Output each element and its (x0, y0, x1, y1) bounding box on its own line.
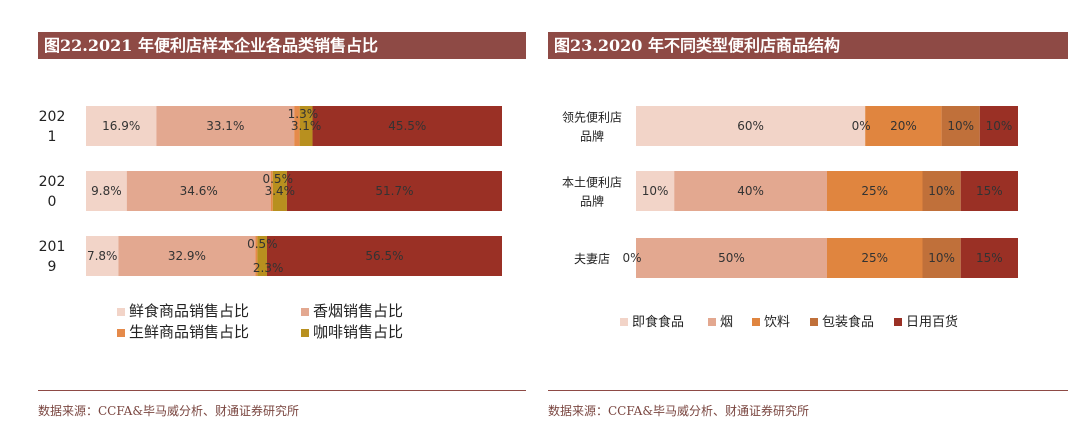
legend-label: 饮料 (764, 315, 790, 330)
bar-segment (636, 171, 675, 211)
chart-title: 图22.2021 年便利店样本企业各品类销售占比 (38, 32, 526, 59)
bar-value-label: 10% (947, 119, 974, 133)
stacked-bar-chart-left: 202 1 16.9% 33.1% 1.3%3.1% 45.5% 202 0 9.8% 34.6%… (39, 106, 502, 341)
source-note: 数据来源：CCFA&毕马威分析、财通证券研究所 (548, 404, 809, 418)
legend-swatch (620, 318, 628, 326)
category-label: 夫妻店 (574, 252, 610, 266)
category-label: 202 (39, 174, 66, 190)
legend-swatch (708, 318, 716, 326)
category-label: 领先便利店 (562, 111, 622, 125)
category-label: 品牌 (580, 195, 604, 209)
bar-segment (255, 236, 258, 276)
bar-segment (270, 171, 273, 211)
bar-value-label: 32.9% (168, 249, 206, 263)
category-label: 0 (48, 194, 57, 210)
legend-swatch (117, 329, 125, 337)
bar-value-label: 0% (852, 119, 871, 133)
bar-segment (960, 171, 1018, 211)
legend-label: 日用百货 (906, 314, 958, 330)
bar-segment (272, 171, 287, 211)
divider (548, 390, 1068, 391)
legend-swatch (752, 318, 760, 326)
bar-segment (865, 106, 942, 146)
legend-swatch (301, 308, 309, 316)
legend-label: 烟 (720, 315, 733, 330)
bar-segment (960, 238, 1018, 278)
bar-segment (286, 171, 502, 211)
category-label: 201 (39, 239, 66, 255)
bar-segment (979, 106, 1018, 146)
legend-label: 香烟销售占比 (313, 302, 403, 320)
bar-value-label: 2.3% (253, 261, 284, 275)
bar-value-label: 50% (718, 251, 745, 265)
bar-value-label: 51.7% (375, 184, 413, 198)
chart-panel-right: 图23.2020 年不同类型便利店商品结构 领先便利店品牌 60% 0% 20% 10%… (540, 0, 1080, 444)
legend-swatch (894, 318, 902, 326)
bar-value-label: 45.5% (388, 119, 426, 133)
bar-value-label: 25% (861, 251, 888, 265)
legend-swatch (117, 308, 125, 316)
bar-segment (312, 106, 502, 146)
bar-value-label: 15% (976, 184, 1003, 198)
bar-segment (126, 171, 271, 211)
source-note: 数据来源：CCFA&毕马威分析、财通证券研究所 (38, 404, 299, 418)
legend-label: 即食食品 (632, 314, 684, 330)
category-label: 9 (48, 259, 57, 275)
bar-value-label: 16.9% (102, 119, 140, 133)
bar-value-label: 34.6% (180, 184, 218, 198)
category-label: 202 (39, 109, 66, 125)
bar-value-label: 3.4% (265, 184, 296, 198)
bar-value-label: 20% (890, 119, 917, 133)
bar-segment (922, 238, 961, 278)
legend-swatch (810, 318, 818, 326)
legend-label: 咖啡销售占比 (313, 323, 403, 341)
bar-segment (674, 171, 827, 211)
bar-segment (257, 236, 267, 276)
bar-segment (636, 106, 866, 146)
bar-value-label: 40% (737, 184, 764, 198)
legend-label: 生鲜商品销售占比 (129, 323, 249, 341)
bar-value-label: 10% (928, 184, 955, 198)
bar-value-label: 33.1% (206, 119, 244, 133)
divider (38, 390, 526, 391)
bar-value-label: 3.1% (291, 119, 322, 133)
chart-title: 图23.2020 年不同类型便利店商品结构 (548, 32, 1068, 59)
bar-segment (294, 106, 300, 146)
bar-segment (941, 106, 980, 146)
bar-segment (118, 236, 256, 276)
bar-segment (827, 238, 923, 278)
bar-segment (86, 236, 119, 276)
bar-segment (299, 106, 313, 146)
category-label: 品牌 (580, 130, 604, 144)
bar-value-label: 15% (976, 251, 1003, 265)
legend-label: 鲜食商品销售占比 (129, 302, 249, 320)
bar-value-label: 60% (737, 119, 764, 133)
bar-segment (827, 171, 923, 211)
bar-value-label: 10% (986, 119, 1013, 133)
category-label: 本土便利店 (562, 176, 622, 190)
bar-segment (86, 171, 127, 211)
bar-value-label: 0.5% (262, 172, 293, 186)
category-label: 1 (48, 129, 57, 145)
bar-value-label: 9.8% (91, 184, 122, 198)
bar-value-label: 7.8% (87, 249, 118, 263)
legend-swatch (301, 329, 309, 337)
chart-panel-left: 图22.2021 年便利店样本企业各品类销售占比 202 1 16.9% 33.1% 1… (38, 32, 526, 418)
bar-value-label: 25% (861, 184, 888, 198)
legend-label: 包装食品 (822, 314, 874, 330)
bar-value-label: 0% (622, 251, 641, 265)
bar-segment (86, 106, 157, 146)
bar-value-label: 1.3% (288, 107, 319, 121)
bar-segment (922, 171, 961, 211)
bar-value-label: 56.5% (365, 249, 403, 263)
bar-value-label: 10% (642, 184, 669, 198)
bar-value-label: 0.5% (247, 237, 278, 251)
bar-value-label: 10% (928, 251, 955, 265)
bar-segment (636, 238, 827, 278)
bar-segment (266, 236, 502, 276)
bar-segment (156, 106, 295, 146)
